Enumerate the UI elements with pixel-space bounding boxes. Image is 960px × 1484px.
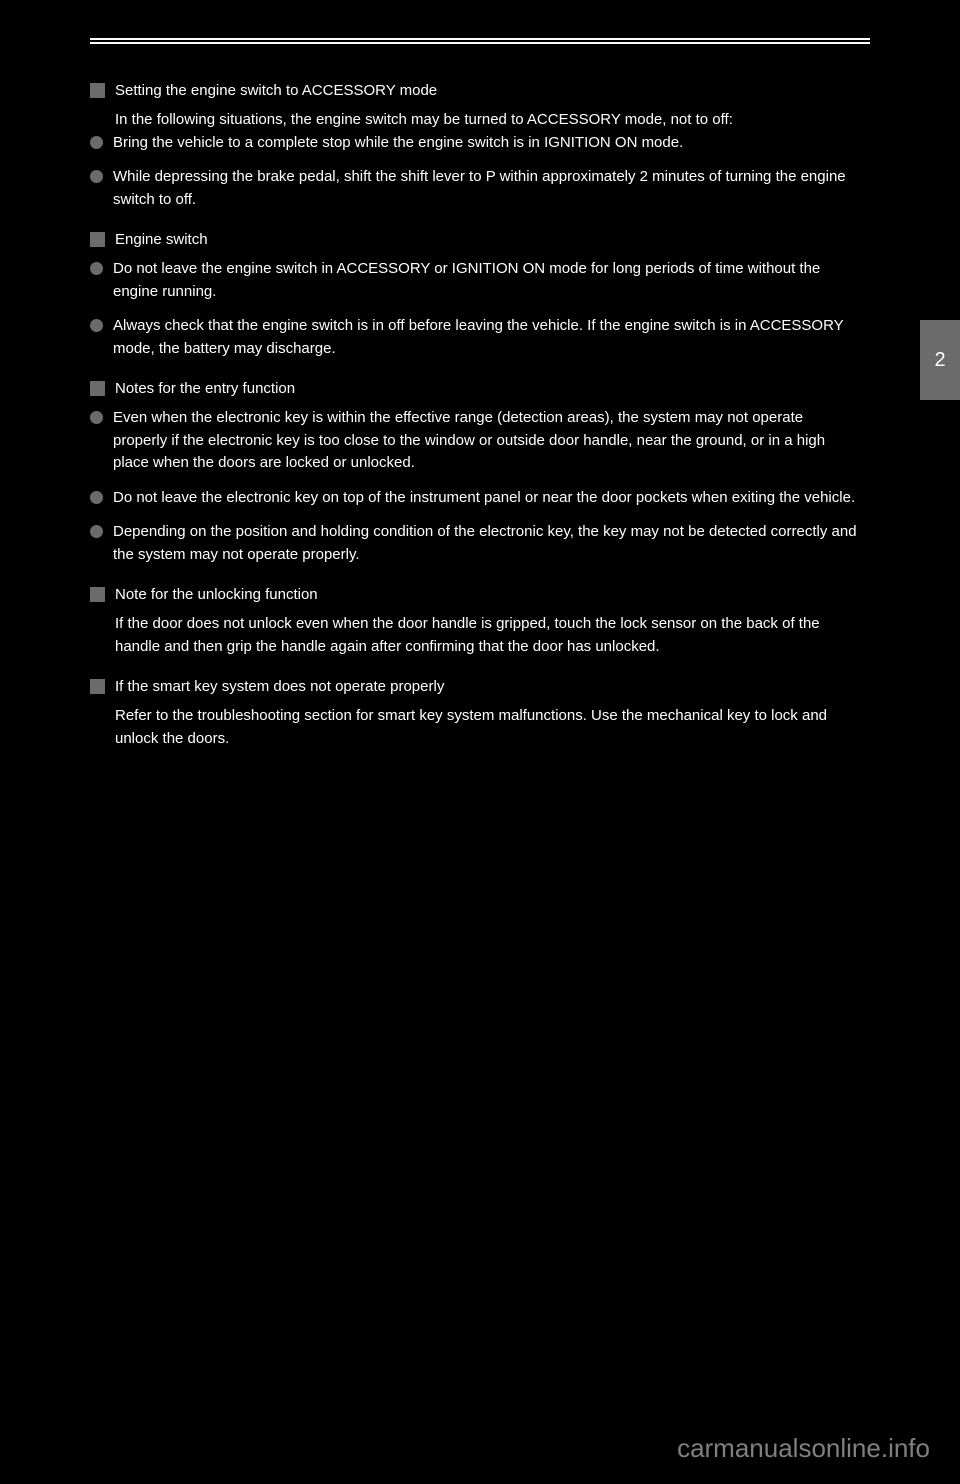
chapter-number: 2 xyxy=(934,349,945,372)
section-title: If the smart key system does not operate… xyxy=(115,676,860,697)
square-marker-icon xyxy=(90,232,105,247)
list-item: Do not leave the electronic key on top o… xyxy=(90,487,860,510)
bullet-text: Do not leave the electronic key on top o… xyxy=(113,487,860,510)
section-body: If the door does not unlock even when th… xyxy=(90,613,860,658)
circle-marker-icon xyxy=(90,319,103,332)
section: Notes for the entry function Even when t… xyxy=(90,378,860,566)
list-item: While depressing the brake pedal, shift … xyxy=(90,166,860,211)
bullet-list: Do not leave the engine switch in ACCESS… xyxy=(90,258,860,360)
section-intro: In the following situations, the engine … xyxy=(90,109,860,132)
section-title: Notes for the entry function xyxy=(115,378,860,399)
section-heading: Engine switch xyxy=(90,229,860,250)
circle-marker-icon xyxy=(90,411,103,424)
section-body: Refer to the troubleshooting section for… xyxy=(90,705,860,750)
square-marker-icon xyxy=(90,83,105,98)
circle-marker-icon xyxy=(90,491,103,504)
section-heading: Notes for the entry function xyxy=(90,378,860,399)
watermark-text: carmanualsonline.info xyxy=(677,1433,930,1464)
section-heading: If the smart key system does not operate… xyxy=(90,676,860,697)
section-heading: Setting the engine switch to ACCESSORY m… xyxy=(90,80,860,101)
section-title: Engine switch xyxy=(115,229,860,250)
section-title: Note for the unlocking function xyxy=(115,584,860,605)
page-header xyxy=(0,0,960,60)
header-divider xyxy=(90,38,870,44)
bullet-list: Bring the vehicle to a complete stop whi… xyxy=(90,132,860,212)
list-item: Depending on the position and holding co… xyxy=(90,521,860,566)
square-marker-icon xyxy=(90,679,105,694)
bullet-text: Even when the electronic key is within t… xyxy=(113,407,860,475)
square-marker-icon xyxy=(90,381,105,396)
bullet-text: Depending on the position and holding co… xyxy=(113,521,860,566)
bullet-text: Bring the vehicle to a complete stop whi… xyxy=(113,132,860,155)
bullet-text: While depressing the brake pedal, shift … xyxy=(113,166,860,211)
section: Note for the unlocking function If the d… xyxy=(90,584,860,658)
list-item: Bring the vehicle to a complete stop whi… xyxy=(90,132,860,155)
list-item: Always check that the engine switch is i… xyxy=(90,315,860,360)
page-content: Setting the engine switch to ACCESSORY m… xyxy=(0,60,960,750)
chapter-tab: 2 xyxy=(920,320,960,400)
section-title: Setting the engine switch to ACCESSORY m… xyxy=(115,80,860,101)
list-item: Even when the electronic key is within t… xyxy=(90,407,860,475)
section: Engine switch Do not leave the engine sw… xyxy=(90,229,860,360)
section: Setting the engine switch to ACCESSORY m… xyxy=(90,80,860,211)
bullet-list: Even when the electronic key is within t… xyxy=(90,407,860,566)
section-heading: Note for the unlocking function xyxy=(90,584,860,605)
circle-marker-icon xyxy=(90,136,103,149)
circle-marker-icon xyxy=(90,170,103,183)
circle-marker-icon xyxy=(90,525,103,538)
bullet-text: Do not leave the engine switch in ACCESS… xyxy=(113,258,860,303)
square-marker-icon xyxy=(90,587,105,602)
bullet-text: Always check that the engine switch is i… xyxy=(113,315,860,360)
circle-marker-icon xyxy=(90,262,103,275)
section: If the smart key system does not operate… xyxy=(90,676,860,750)
list-item: Do not leave the engine switch in ACCESS… xyxy=(90,258,860,303)
